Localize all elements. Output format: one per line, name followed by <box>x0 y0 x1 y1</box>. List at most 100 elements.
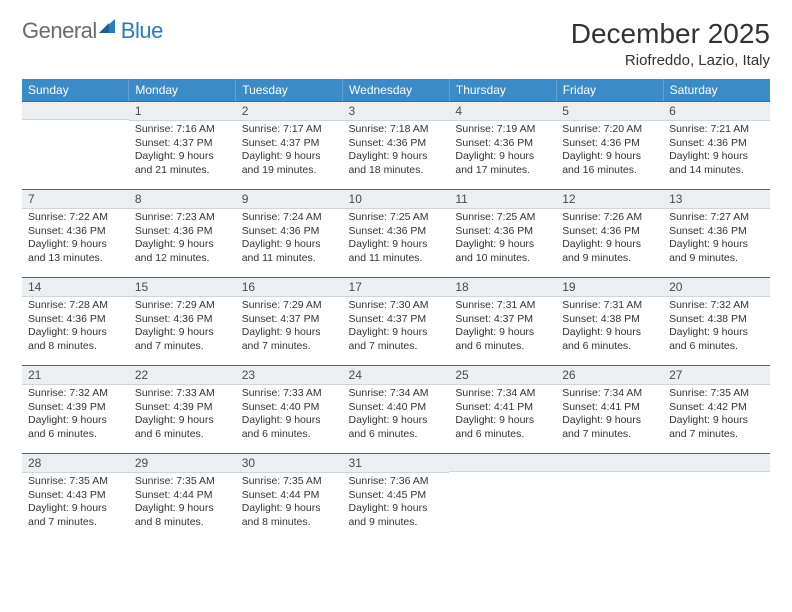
logo: General Blue <box>22 18 163 44</box>
calendar-cell: 24Sunrise: 7:34 AMSunset: 4:40 PMDayligh… <box>343 365 450 453</box>
day-details: Sunrise: 7:31 AMSunset: 4:38 PMDaylight:… <box>556 297 663 358</box>
day-details: Sunrise: 7:30 AMSunset: 4:37 PMDaylight:… <box>343 297 450 358</box>
sunrise-text: Sunrise: 7:34 AM <box>455 387 550 401</box>
sunset-text: Sunset: 4:36 PM <box>349 137 444 151</box>
daylight-text: Daylight: 9 hours and 7 minutes. <box>135 326 230 353</box>
empty-day-bar <box>449 453 556 472</box>
sunset-text: Sunset: 4:40 PM <box>242 401 337 415</box>
day-number: 4 <box>449 101 556 121</box>
sunrise-text: Sunrise: 7:30 AM <box>349 299 444 313</box>
sunset-text: Sunset: 4:36 PM <box>135 225 230 239</box>
weekday-header: Wednesday <box>343 79 450 101</box>
day-number: 2 <box>236 101 343 121</box>
day-number: 19 <box>556 277 663 297</box>
daylight-text: Daylight: 9 hours and 6 minutes. <box>455 414 550 441</box>
day-number: 22 <box>129 365 236 385</box>
sunrise-text: Sunrise: 7:17 AM <box>242 123 337 137</box>
sunrise-text: Sunrise: 7:33 AM <box>242 387 337 401</box>
daylight-text: Daylight: 9 hours and 8 minutes. <box>28 326 123 353</box>
daylight-text: Daylight: 9 hours and 17 minutes. <box>455 150 550 177</box>
sunrise-text: Sunrise: 7:31 AM <box>562 299 657 313</box>
day-number: 30 <box>236 453 343 473</box>
sunset-text: Sunset: 4:39 PM <box>135 401 230 415</box>
calendar-cell: 27Sunrise: 7:35 AMSunset: 4:42 PMDayligh… <box>663 365 770 453</box>
sunrise-text: Sunrise: 7:33 AM <box>135 387 230 401</box>
logo-text-general: General <box>22 18 97 44</box>
logo-sail-icon <box>97 17 119 35</box>
day-details: Sunrise: 7:32 AMSunset: 4:38 PMDaylight:… <box>663 297 770 358</box>
daylight-text: Daylight: 9 hours and 6 minutes. <box>242 414 337 441</box>
day-details: Sunrise: 7:33 AMSunset: 4:40 PMDaylight:… <box>236 385 343 446</box>
sunset-text: Sunset: 4:44 PM <box>242 489 337 503</box>
day-number: 12 <box>556 189 663 209</box>
sunrise-text: Sunrise: 7:21 AM <box>669 123 764 137</box>
calendar-cell: 18Sunrise: 7:31 AMSunset: 4:37 PMDayligh… <box>449 277 556 365</box>
day-details: Sunrise: 7:35 AMSunset: 4:44 PMDaylight:… <box>129 473 236 534</box>
empty-day-bar <box>556 453 663 472</box>
sunrise-text: Sunrise: 7:18 AM <box>349 123 444 137</box>
calendar-cell: 31Sunrise: 7:36 AMSunset: 4:45 PMDayligh… <box>343 453 450 541</box>
calendar-cell: 21Sunrise: 7:32 AMSunset: 4:39 PMDayligh… <box>22 365 129 453</box>
daylight-text: Daylight: 9 hours and 7 minutes. <box>669 414 764 441</box>
day-details: Sunrise: 7:17 AMSunset: 4:37 PMDaylight:… <box>236 121 343 182</box>
daylight-text: Daylight: 9 hours and 7 minutes. <box>349 326 444 353</box>
daylight-text: Daylight: 9 hours and 12 minutes. <box>135 238 230 265</box>
day-number: 13 <box>663 189 770 209</box>
day-number: 31 <box>343 453 450 473</box>
daylight-text: Daylight: 9 hours and 9 minutes. <box>562 238 657 265</box>
sunset-text: Sunset: 4:39 PM <box>28 401 123 415</box>
calendar-cell <box>22 101 129 189</box>
empty-day-bar <box>663 453 770 472</box>
day-details: Sunrise: 7:26 AMSunset: 4:36 PMDaylight:… <box>556 209 663 270</box>
day-number: 26 <box>556 365 663 385</box>
sunrise-text: Sunrise: 7:35 AM <box>135 475 230 489</box>
day-number: 10 <box>343 189 450 209</box>
weekday-header: Tuesday <box>236 79 343 101</box>
calendar-cell: 28Sunrise: 7:35 AMSunset: 4:43 PMDayligh… <box>22 453 129 541</box>
calendar-body: 1Sunrise: 7:16 AMSunset: 4:37 PMDaylight… <box>22 101 770 541</box>
sunrise-text: Sunrise: 7:34 AM <box>562 387 657 401</box>
calendar-cell: 23Sunrise: 7:33 AMSunset: 4:40 PMDayligh… <box>236 365 343 453</box>
location-subtitle: Riofreddo, Lazio, Italy <box>571 52 770 69</box>
daylight-text: Daylight: 9 hours and 9 minutes. <box>349 502 444 529</box>
calendar-cell: 22 Sunrise: 7:33 AMSunset: 4:39 PMDayligh… <box>129 365 236 453</box>
daylight-text: Daylight: 9 hours and 14 minutes. <box>669 150 764 177</box>
day-details: Sunrise: 7:25 AMSunset: 4:36 PMDaylight:… <box>449 209 556 270</box>
day-details: Sunrise: 7:21 AMSunset: 4:36 PMDaylight:… <box>663 121 770 182</box>
sunrise-text: Sunrise: 7:34 AM <box>349 387 444 401</box>
day-number: 21 <box>22 365 129 385</box>
sunset-text: Sunset: 4:37 PM <box>242 137 337 151</box>
sunrise-text: Sunrise: 7:36 AM <box>349 475 444 489</box>
daylight-text: Daylight: 9 hours and 6 minutes. <box>669 326 764 353</box>
day-details: Sunrise: 7:29 AMSunset: 4:36 PMDaylight:… <box>129 297 236 358</box>
sunrise-text: Sunrise: 7:32 AM <box>669 299 764 313</box>
calendar-cell: 14Sunrise: 7:28 AMSunset: 4:36 PMDayligh… <box>22 277 129 365</box>
sunset-text: Sunset: 4:44 PM <box>135 489 230 503</box>
day-details: Sunrise: 7:16 AMSunset: 4:37 PMDaylight:… <box>129 121 236 182</box>
day-number: 15 <box>129 277 236 297</box>
daylight-text: Daylight: 9 hours and 7 minutes. <box>242 326 337 353</box>
day-number: 3 <box>343 101 450 121</box>
calendar-cell <box>449 453 556 541</box>
weekday-header: Saturday <box>663 79 770 101</box>
sunrise-text: Sunrise: 7:35 AM <box>28 475 123 489</box>
daylight-text: Daylight: 9 hours and 18 minutes. <box>349 150 444 177</box>
calendar-cell: 3 Sunrise: 7:18 AMSunset: 4:36 PMDaylight… <box>343 101 450 189</box>
calendar-cell: 11Sunrise: 7:25 AMSunset: 4:36 PMDayligh… <box>449 189 556 277</box>
calendar-cell: 6Sunrise: 7:21 AMSunset: 4:36 PMDaylight… <box>663 101 770 189</box>
calendar-cell: 1Sunrise: 7:16 AMSunset: 4:37 PMDaylight… <box>129 101 236 189</box>
daylight-text: Daylight: 9 hours and 21 minutes. <box>135 150 230 177</box>
sunrise-text: Sunrise: 7:28 AM <box>28 299 123 313</box>
logo-text-blue: Blue <box>121 18 163 44</box>
day-number: 28 <box>22 453 129 473</box>
sunrise-text: Sunrise: 7:29 AM <box>242 299 337 313</box>
daylight-text: Daylight: 9 hours and 7 minutes. <box>28 502 123 529</box>
daylight-text: Daylight: 9 hours and 8 minutes. <box>242 502 337 529</box>
sunrise-text: Sunrise: 7:25 AM <box>455 211 550 225</box>
sunrise-text: Sunrise: 7:29 AM <box>135 299 230 313</box>
day-details: Sunrise: 7:35 AMSunset: 4:44 PMDaylight:… <box>236 473 343 534</box>
day-details: Sunrise: 7:23 AMSunset: 4:36 PMDaylight:… <box>129 209 236 270</box>
weekday-header: Monday <box>129 79 236 101</box>
daylight-text: Daylight: 9 hours and 6 minutes. <box>135 414 230 441</box>
sunset-text: Sunset: 4:36 PM <box>669 225 764 239</box>
